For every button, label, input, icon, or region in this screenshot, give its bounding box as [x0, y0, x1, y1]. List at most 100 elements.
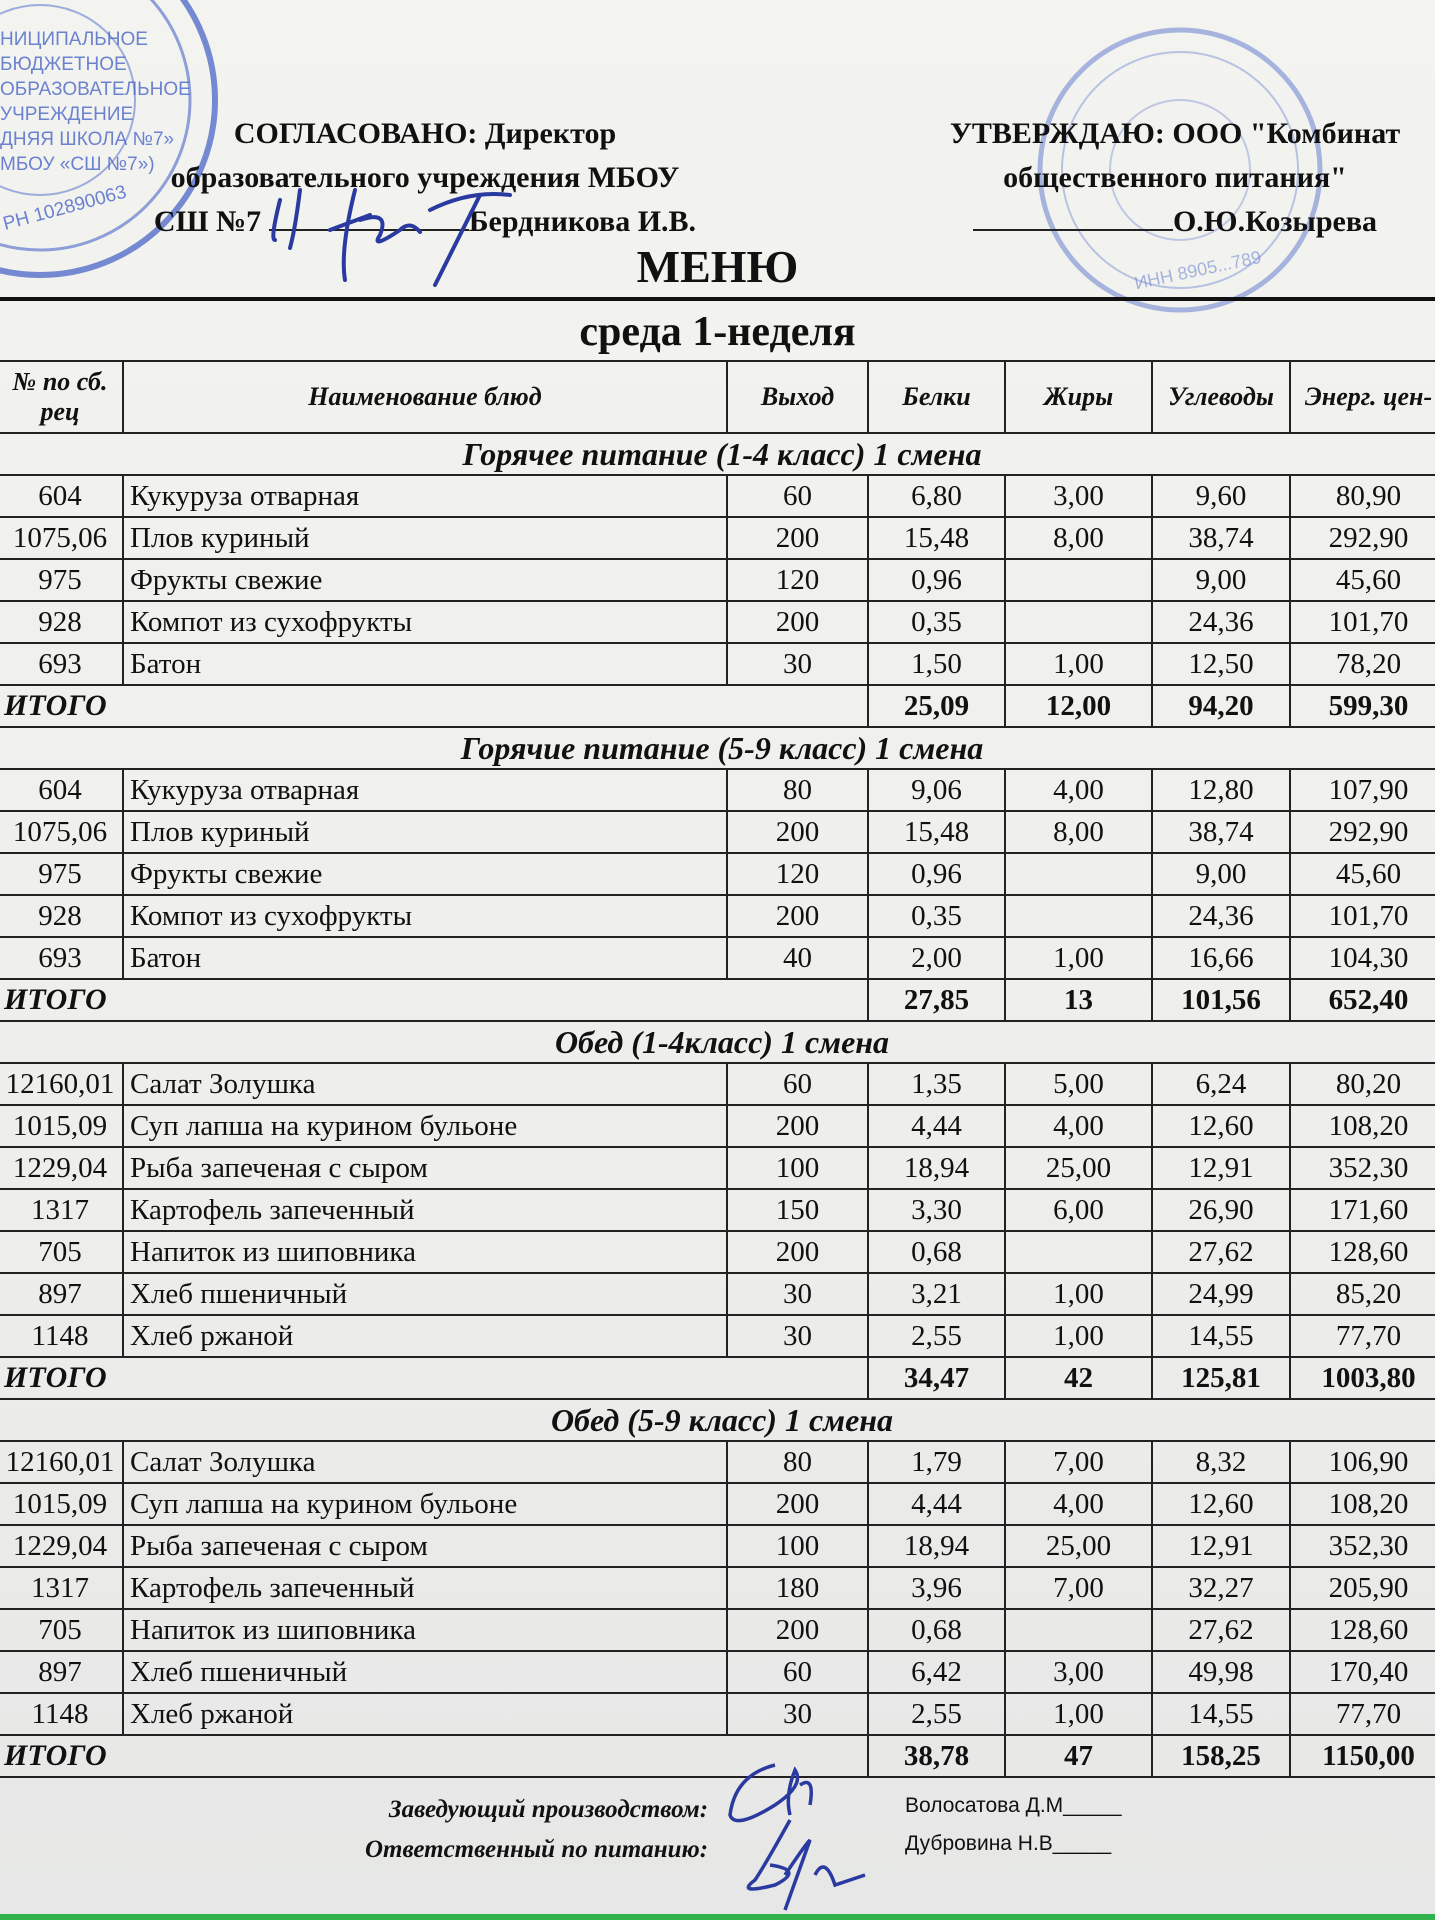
approval-right-line3: О.Ю.Козырева: [925, 200, 1425, 244]
total-proteins: 27,85: [867, 978, 1006, 1022]
cell-fats: 7,00: [1004, 1566, 1153, 1610]
table-row: 1075,06 Плов куриный 200 15,48 8,00 38,74 292,…: [0, 516, 1435, 560]
cell-energy: 108,20: [1289, 1482, 1435, 1526]
cell-carbs: 12,91: [1151, 1146, 1291, 1190]
cell-recipe-no: 1148: [0, 1692, 124, 1736]
cell-fats: 5,00: [1004, 1062, 1153, 1106]
cell-carbs: 12,91: [1151, 1524, 1291, 1568]
cell-energy: 352,30: [1289, 1524, 1435, 1568]
cell-energy: 45,60: [1289, 558, 1435, 602]
cell-energy: 205,90: [1289, 1566, 1435, 1610]
table-row: 693 Батон 30 1,50 1,00 12,50 78,20: [0, 642, 1435, 686]
cell-dish-name: Напиток из шиповника: [122, 1608, 728, 1652]
section-title: Обед (5-9 класс) 1 смена: [0, 1398, 1435, 1442]
total-label: ИТОГО: [0, 978, 869, 1022]
divider: [0, 297, 1435, 301]
cell-yield: 100: [726, 1524, 869, 1568]
page-title: МЕНЮ: [636, 241, 799, 292]
cell-carbs: 14,55: [1151, 1692, 1291, 1736]
section-title: Горячие питание (5-9 класс) 1 смена: [0, 726, 1435, 770]
cell-fats: 3,00: [1004, 474, 1153, 518]
svg-text:НИЦИПАЛЬНОЕ: НИЦИПАЛЬНОЕ: [0, 29, 148, 50]
footer-name-nutrition: Дубровина Н.В_____: [905, 1832, 1112, 1855]
cell-recipe-no: 975: [0, 558, 124, 602]
total-row: ИТОГО 38,78 47 158,25 1150,00: [0, 1734, 1435, 1778]
cell-carbs: 14,55: [1151, 1314, 1291, 1358]
total-fats: 47: [1004, 1734, 1153, 1778]
cell-fats: 25,00: [1004, 1146, 1153, 1190]
cell-dish-name: Хлеб пшеничный: [122, 1272, 728, 1316]
cell-energy: 107,90: [1289, 768, 1435, 812]
footer-role-nutrition: Ответственный по питанию:: [365, 1836, 709, 1863]
cell-dish-name: Хлеб пшеничный: [122, 1650, 728, 1694]
cell-carbs: 38,74: [1151, 810, 1291, 854]
cell-carbs: 26,90: [1151, 1188, 1291, 1232]
cell-fats: 1,00: [1004, 1692, 1153, 1736]
table-row: 693 Батон 40 2,00 1,00 16,66 104,30: [0, 936, 1435, 980]
cell-recipe-no: 897: [0, 1272, 124, 1316]
total-row: ИТОГО 27,85 13 101,56 652,40: [0, 978, 1435, 1022]
cell-dish-name: Картофель запеченный: [122, 1188, 728, 1232]
cell-carbs: 24,36: [1151, 600, 1291, 644]
svg-text:БЮДЖЕТНОЕ: БЮДЖЕТНОЕ: [0, 54, 127, 75]
cell-recipe-no: 975: [0, 852, 124, 896]
cell-fats: [1004, 558, 1153, 602]
cell-yield: 150: [726, 1188, 869, 1232]
cell-yield: 200: [726, 1482, 869, 1526]
cell-recipe-no: 604: [0, 768, 124, 812]
cell-dish-name: Фрукты свежие: [122, 852, 728, 896]
approval-block-left: СОГЛАСОВАНО: Директор образовательного у…: [135, 112, 715, 244]
total-energy: 1150,00: [1289, 1734, 1435, 1778]
cell-yield: 80: [726, 768, 869, 812]
table-row: 1317 Картофель запеченный 180 3,96 7,00 32,27…: [0, 1566, 1435, 1610]
total-carbs: 101,56: [1151, 978, 1291, 1022]
approval-left-line3: СШ №7 Бердникова И.В.: [135, 200, 715, 244]
cell-carbs: 27,62: [1151, 1608, 1291, 1652]
total-row: ИТОГО 25,09 12,00 94,20 599,30: [0, 684, 1435, 728]
cell-carbs: 24,99: [1151, 1272, 1291, 1316]
cell-dish-name: Плов куриный: [122, 810, 728, 854]
cell-proteins: 1,79: [867, 1440, 1006, 1484]
table-row: 1148 Хлеб ржаной 30 2,55 1,00 14,55 77,70: [0, 1692, 1435, 1736]
cell-dish-name: Напиток из шиповника: [122, 1230, 728, 1274]
cell-proteins: 0,68: [867, 1230, 1006, 1274]
total-row: ИТОГО 34,47 42 125,81 1003,80: [0, 1356, 1435, 1400]
total-fats: 13: [1004, 978, 1153, 1022]
cell-proteins: 1,35: [867, 1062, 1006, 1106]
section-title-row: Горячее питание (1-4 класс) 1 смена: [0, 432, 1435, 476]
table-row: 604 Кукуруза отварная 60 6,80 3,00 9,60 80,90: [0, 474, 1435, 518]
cell-fats: 6,00: [1004, 1188, 1153, 1232]
cell-recipe-no: 604: [0, 474, 124, 518]
cell-carbs: 12,60: [1151, 1104, 1291, 1148]
cell-recipe-no: 1075,06: [0, 810, 124, 854]
cell-dish-name: Хлеб ржаной: [122, 1314, 728, 1358]
total-proteins: 34,47: [867, 1356, 1006, 1400]
table-row: 897 Хлеб пшеничный 30 3,21 1,00 24,99 85,20: [0, 1272, 1435, 1316]
table-header-row: № по сб. рец Наименование блюд Выход Бел…: [0, 360, 1435, 434]
cell-energy: 78,20: [1289, 642, 1435, 686]
cell-energy: 45,60: [1289, 852, 1435, 896]
company-stamp: ИНН 8905...789: [1037, 27, 1323, 313]
cell-energy: 80,20: [1289, 1062, 1435, 1106]
col-header-proteins: Белки: [867, 360, 1006, 434]
cell-fats: [1004, 852, 1153, 896]
cell-recipe-no: 1229,04: [0, 1146, 124, 1190]
cell-fats: 1,00: [1004, 936, 1153, 980]
cell-carbs: 9,00: [1151, 558, 1291, 602]
col-header-energy: Энерг. цен-: [1289, 360, 1435, 434]
cell-energy: 171,60: [1289, 1188, 1435, 1232]
col-header-carbs: Углеводы: [1151, 360, 1291, 434]
cell-carbs: 12,60: [1151, 1482, 1291, 1526]
cell-carbs: 38,74: [1151, 516, 1291, 560]
cell-recipe-no: 693: [0, 936, 124, 980]
cell-recipe-no: 12160,01: [0, 1062, 124, 1106]
table-row: 928 Компот из сухофрукты 200 0,35 24,36 101,7…: [0, 894, 1435, 938]
cell-recipe-no: 705: [0, 1230, 124, 1274]
footer-name-production: Волосатова Д.М_____: [905, 1794, 1122, 1817]
cell-proteins: 3,96: [867, 1566, 1006, 1610]
cell-recipe-no: 1317: [0, 1188, 124, 1232]
cell-yield: 60: [726, 1062, 869, 1106]
total-proteins: 25,09: [867, 684, 1006, 728]
cell-energy: 77,70: [1289, 1314, 1435, 1358]
